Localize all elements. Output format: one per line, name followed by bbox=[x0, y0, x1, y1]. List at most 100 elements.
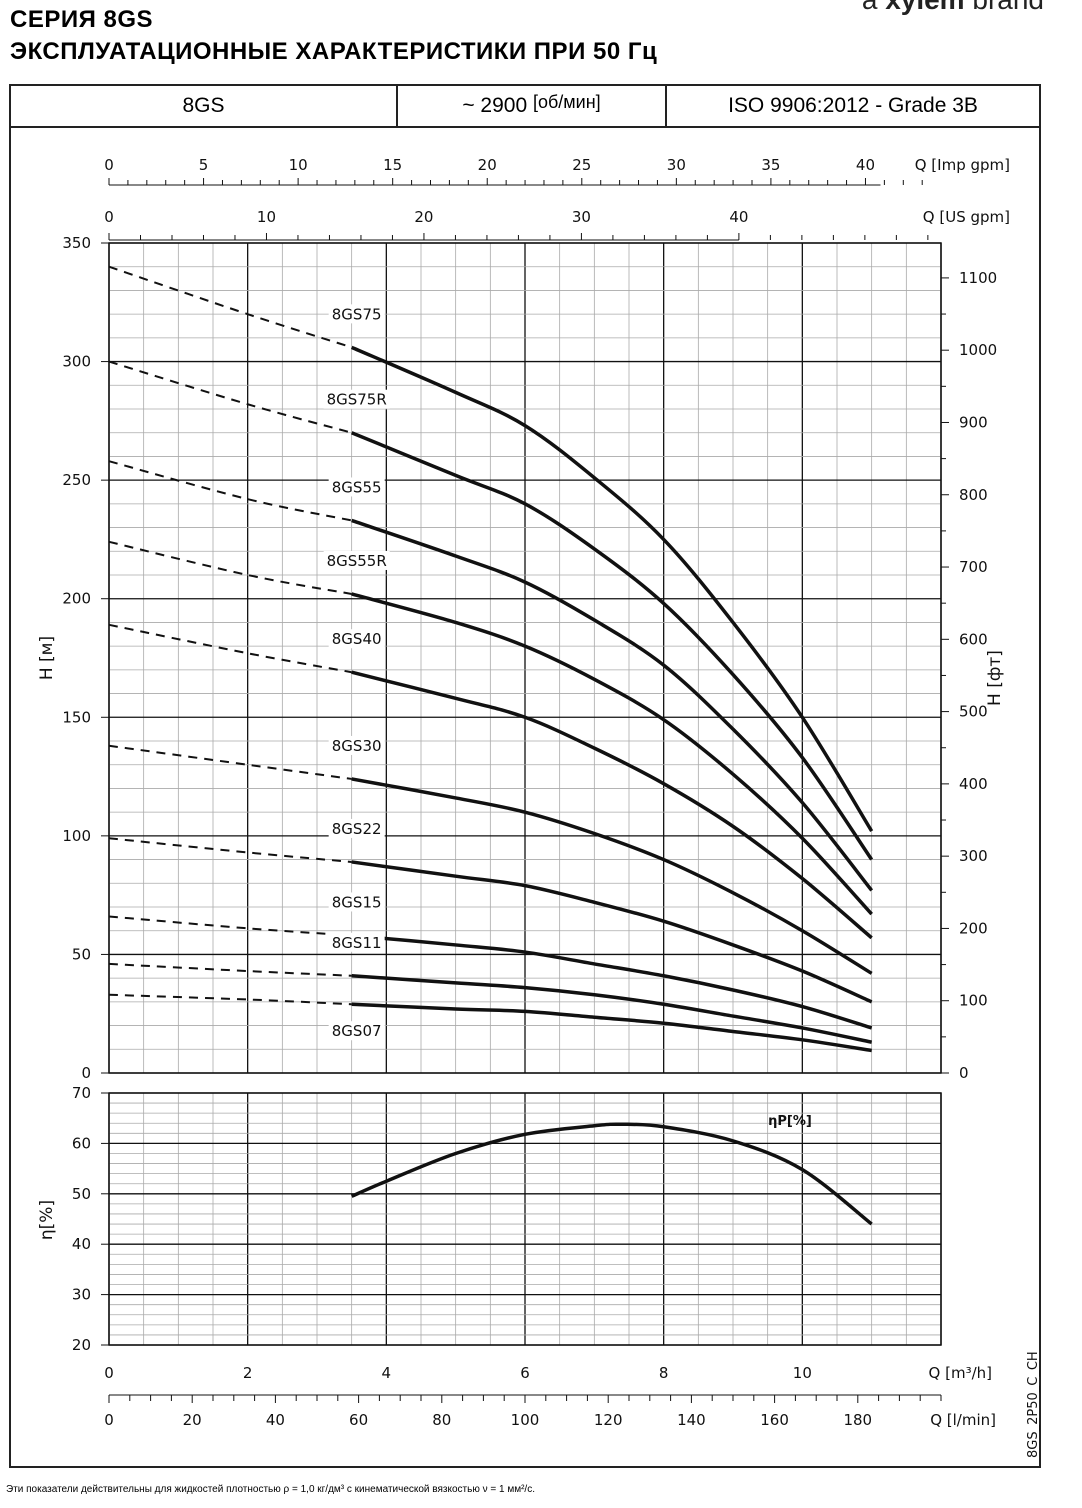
header-speed: ~ 2900 [об/мин] bbox=[398, 86, 667, 126]
secondary-axis-tick-label: 10 bbox=[289, 156, 308, 174]
eta-tick-label: 30 bbox=[72, 1286, 91, 1304]
y-right-tick-label: 400 bbox=[959, 775, 988, 793]
y-right-tick-label: 900 bbox=[959, 413, 988, 431]
curve-8GS22 bbox=[351, 860, 873, 1004]
eta-tick-label: 50 bbox=[72, 1185, 91, 1203]
eta-tick-label: 70 bbox=[72, 1084, 91, 1102]
eta-axis-label: η[%] bbox=[37, 1200, 57, 1240]
curve-label-bg bbox=[323, 389, 390, 409]
curve-label: 8GS40 bbox=[332, 630, 382, 648]
page-title: ЭКСПЛУАТАЦИОННЫЕ ХАРАКТЕРИСТИКИ ПРИ 50 Г… bbox=[10, 38, 658, 65]
y-right-axis-label: H [фт] bbox=[985, 650, 1005, 706]
x-tick-label: 6 bbox=[520, 1364, 530, 1382]
curve-dashed-8GS22 bbox=[108, 837, 352, 863]
x-tick-label: 0 bbox=[104, 1364, 114, 1382]
x-axis-label: Q [m³/h] bbox=[929, 1364, 992, 1382]
y-tick-label: 50 bbox=[72, 945, 91, 963]
secondary-axis-tick-label: 0 bbox=[104, 208, 114, 226]
curve-label: 8GS30 bbox=[332, 737, 382, 755]
secondary-axis-tick-label: 40 bbox=[266, 1411, 285, 1429]
secondary-axis-tick-label: 30 bbox=[572, 208, 591, 226]
x-tick-label: 4 bbox=[382, 1364, 392, 1382]
curve-label-bg bbox=[328, 477, 385, 497]
secondary-axis-tick-label: 0 bbox=[104, 1411, 114, 1429]
secondary-axis-tick-label: 40 bbox=[729, 208, 748, 226]
curve-label: 8GS75R bbox=[327, 391, 387, 409]
secondary-axis-label: Q [US gpm] bbox=[923, 208, 1010, 226]
y-right-tick-label: 1000 bbox=[959, 341, 997, 359]
y-right-tick-label: 600 bbox=[959, 630, 988, 648]
y-right-tick-label: 1100 bbox=[959, 269, 997, 287]
y-tick-label: 0 bbox=[81, 1064, 91, 1082]
y-right-tick-label: 100 bbox=[959, 992, 988, 1010]
curve-8GS55 bbox=[351, 518, 874, 892]
secondary-axis-tick-label: 35 bbox=[761, 156, 780, 174]
curve-label-bg bbox=[328, 735, 385, 755]
curve-label-bg bbox=[328, 1021, 385, 1041]
curve-label: 8GS15 bbox=[332, 893, 382, 911]
secondary-axis-tick-label: 10 bbox=[257, 208, 276, 226]
secondary-axis-label: Q [Imp gpm] bbox=[915, 156, 1010, 174]
curve-label-bg bbox=[328, 629, 385, 649]
brand-logo: a xylem brand bbox=[862, 0, 1044, 16]
curve-8GS30 bbox=[351, 777, 873, 975]
secondary-axis-tick-label: 140 bbox=[677, 1411, 706, 1429]
curve-8GS07 bbox=[351, 1002, 872, 1053]
eta-tick-label: 60 bbox=[72, 1134, 91, 1152]
curve-8GS55R bbox=[351, 592, 873, 916]
secondary-axis-tick-label: 60 bbox=[349, 1411, 368, 1429]
curve-8GS40 bbox=[351, 670, 873, 940]
curve-label: 8GS22 bbox=[332, 820, 382, 838]
secondary-axis-tick-label: 5 bbox=[199, 156, 209, 174]
curve-dashed-8GS11 bbox=[108, 962, 352, 977]
h-plot-border bbox=[108, 242, 942, 1074]
curve-8GS75 bbox=[350, 345, 874, 833]
header-standard: ISO 9906:2012 - Grade 3B bbox=[728, 94, 978, 117]
y-tick-label: 150 bbox=[62, 708, 91, 726]
curve-label: 8GS55 bbox=[332, 478, 382, 496]
x-tick-label: 8 bbox=[659, 1364, 669, 1382]
secondary-axis-tick-label: 25 bbox=[572, 156, 591, 174]
y-tick-label: 200 bbox=[62, 590, 91, 608]
y-right-tick-label: 200 bbox=[959, 919, 988, 937]
secondary-axis-tick-label: 180 bbox=[843, 1411, 872, 1429]
curve-dashed-8GS75R bbox=[108, 360, 352, 434]
y-tick-label: 300 bbox=[62, 353, 91, 371]
curve-dashed-8GS55 bbox=[108, 460, 352, 522]
y-right-tick-label: 800 bbox=[959, 486, 988, 504]
y-tick-label: 250 bbox=[62, 471, 91, 489]
secondary-axis-tick-label: 30 bbox=[667, 156, 686, 174]
x-tick-label: 10 bbox=[793, 1364, 812, 1382]
secondary-axis-tick-label: 20 bbox=[478, 156, 497, 174]
secondary-axis-tick-label: 15 bbox=[383, 156, 402, 174]
efficiency-curve bbox=[350, 1122, 873, 1226]
curve-dashed-8GS15 bbox=[108, 915, 352, 937]
eta-tick-label: 20 bbox=[72, 1336, 91, 1354]
curve-label: 8GS55R bbox=[327, 552, 387, 570]
footnote: Эти показатели действительны для жидкост… bbox=[6, 1484, 535, 1495]
y-tick-label: 350 bbox=[62, 234, 91, 252]
secondary-axis-tick-label: 80 bbox=[432, 1411, 451, 1429]
curve-dashed-8GS75 bbox=[108, 265, 352, 349]
secondary-axis-label: Q [l/min] bbox=[930, 1411, 996, 1429]
secondary-axis-tick-label: 160 bbox=[760, 1411, 789, 1429]
chart-code: 8GS_2P50_C_CH bbox=[1026, 1351, 1041, 1458]
curve-8GS75R bbox=[351, 431, 874, 861]
y-right-tick-label: 700 bbox=[959, 558, 988, 576]
y-right-tick-label: 0 bbox=[959, 1064, 969, 1082]
y-right-tick-label: 300 bbox=[959, 847, 988, 865]
curve-label: 8GS11 bbox=[332, 934, 382, 952]
eta-plot-border bbox=[108, 1092, 942, 1346]
curve-label-bg bbox=[328, 932, 385, 952]
x-tick-label: 2 bbox=[243, 1364, 253, 1382]
header-table: 8GS ~ 2900 [об/мин] ISO 9906:2012 - Grad… bbox=[9, 84, 1041, 128]
y-right-tick-label: 500 bbox=[959, 703, 988, 721]
curve-dashed-8GS30 bbox=[108, 744, 352, 780]
curve-dashed-8GS40 bbox=[108, 623, 352, 674]
efficiency-label: ηP[%] bbox=[768, 1114, 812, 1129]
curve-label-bg bbox=[328, 304, 385, 324]
secondary-axis-tick-label: 120 bbox=[594, 1411, 623, 1429]
secondary-axis-tick-label: 0 bbox=[104, 156, 114, 174]
secondary-axis-tick-label: 100 bbox=[511, 1411, 540, 1429]
